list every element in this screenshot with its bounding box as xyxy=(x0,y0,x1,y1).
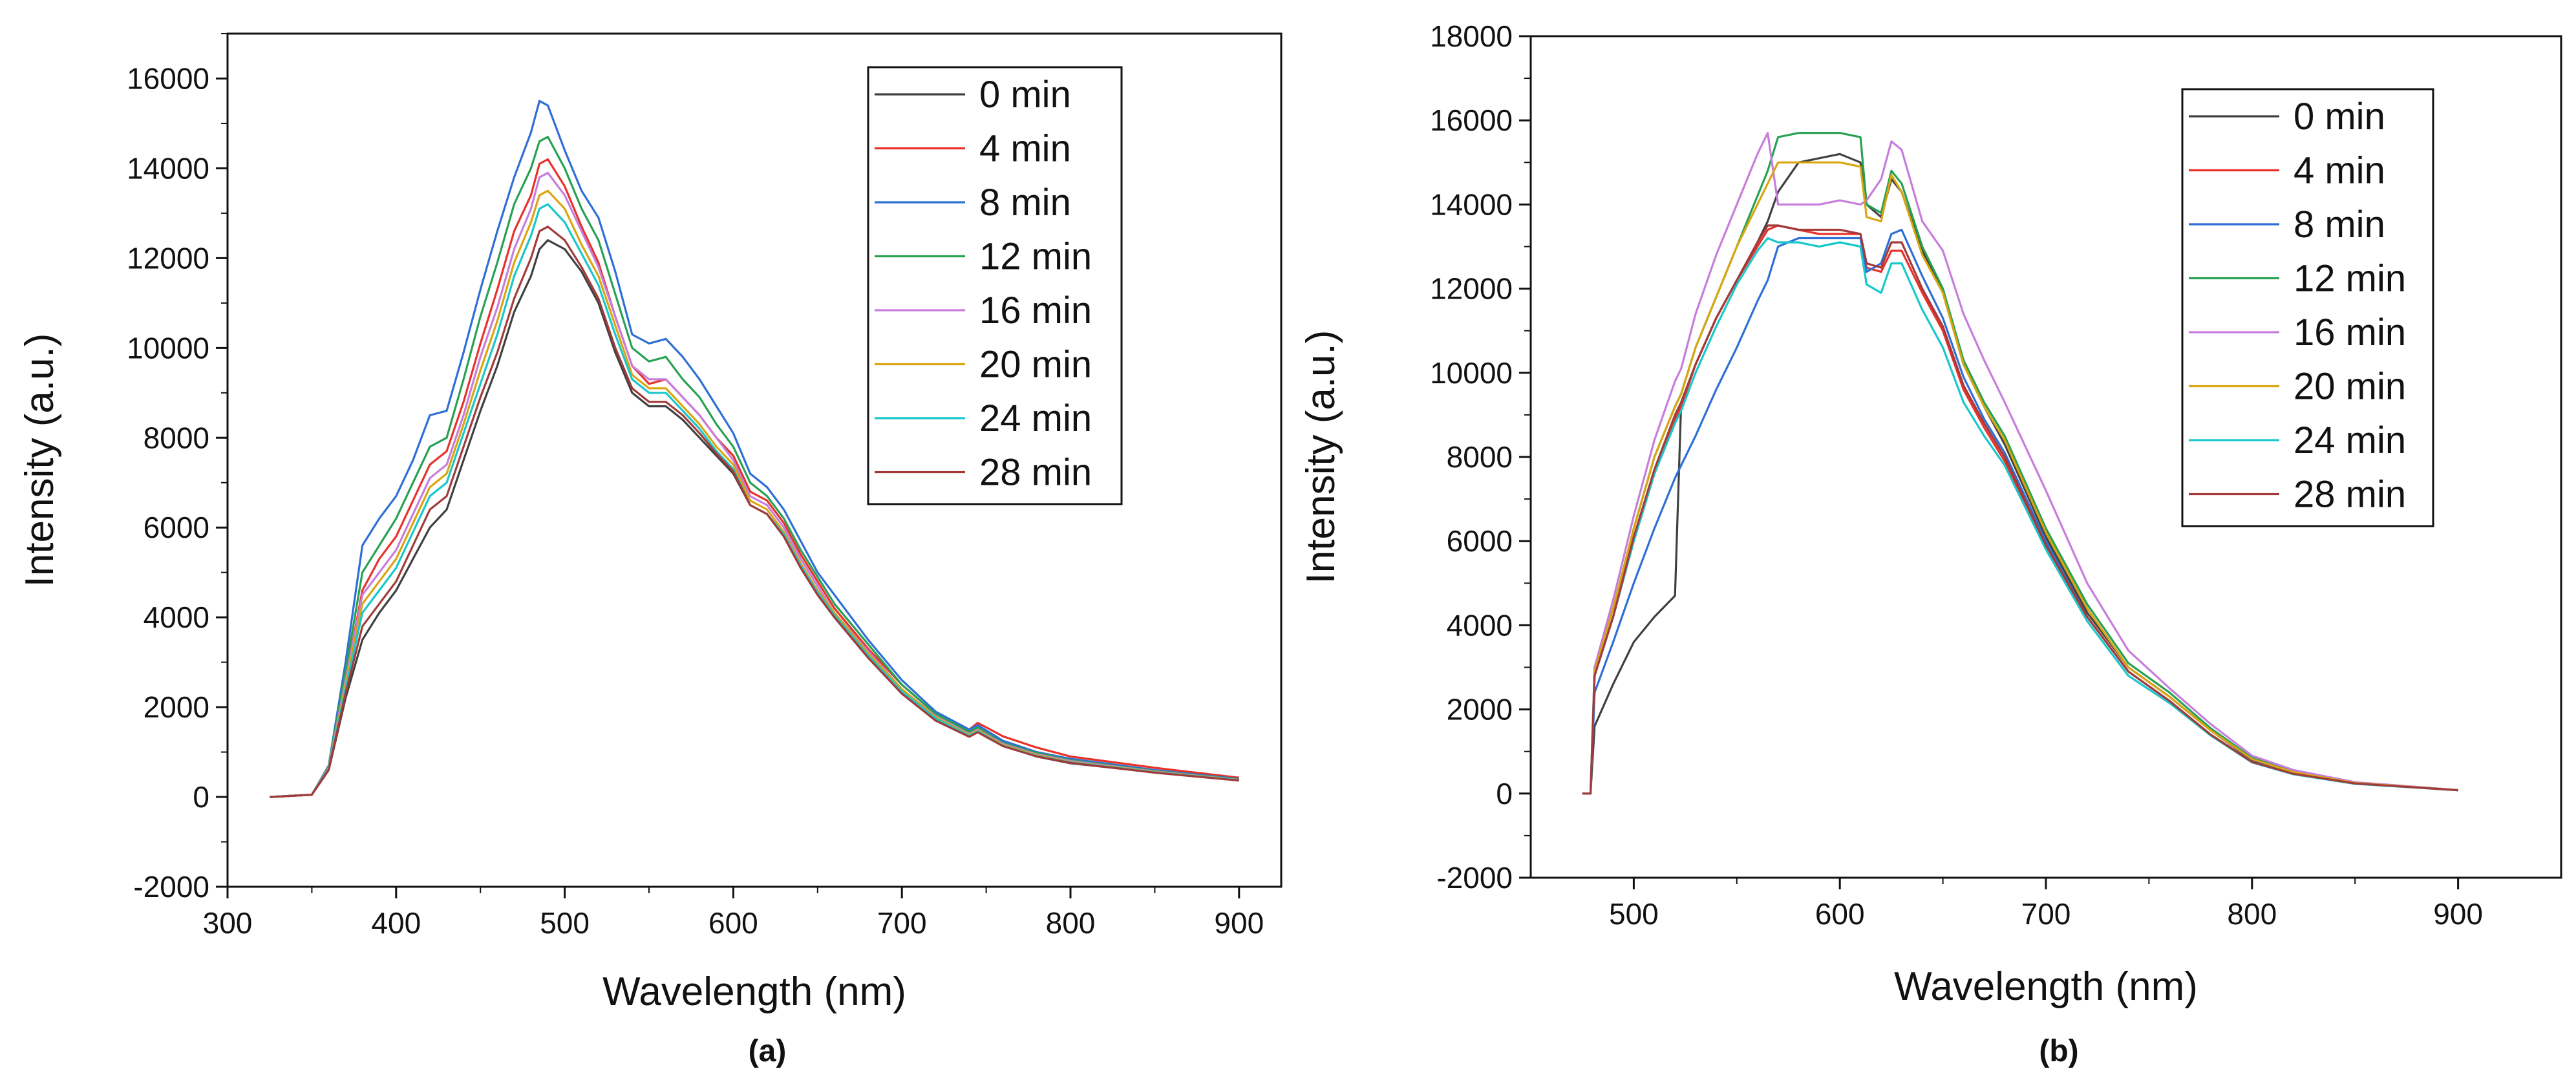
y-axis-title: Intensity (a.u.) xyxy=(17,334,62,588)
series-line-12-min xyxy=(270,136,1239,798)
legend-label: 20 min xyxy=(2294,366,2406,408)
legend-label: 8 min xyxy=(979,182,1071,224)
y-tick-label: 8000 xyxy=(144,421,209,454)
series-line-8-min xyxy=(270,100,1239,798)
x-tick-label: 900 xyxy=(2433,897,2483,931)
panel-label: (a) xyxy=(749,1034,787,1068)
x-tick-label: 600 xyxy=(1815,897,1865,931)
y-tick-label: 0 xyxy=(1496,777,1513,810)
y-tick-label: 10000 xyxy=(127,331,209,365)
y-tick-label: 2000 xyxy=(144,690,209,724)
x-tick-label: 600 xyxy=(708,906,758,940)
series-line-16-min xyxy=(1582,132,2458,795)
y-tick-label: 2000 xyxy=(1447,693,1513,726)
y-tick-label: 4000 xyxy=(1447,608,1513,642)
x-tick-label: 800 xyxy=(1046,906,1096,940)
y-tick-label: 18000 xyxy=(1430,19,1513,53)
legend-label: 4 min xyxy=(979,128,1071,170)
y-tick-label: 16000 xyxy=(127,61,209,95)
legend-label: 24 min xyxy=(2294,419,2406,461)
y-tick-label: 12000 xyxy=(127,241,209,275)
series-line-20-min xyxy=(1582,161,2458,795)
y-tick-label: 12000 xyxy=(1430,272,1513,306)
legend-label: 12 min xyxy=(2294,258,2406,300)
x-tick-label: 700 xyxy=(2021,897,2071,931)
series-line-24-min xyxy=(1582,237,2458,795)
plot-frame xyxy=(226,32,1283,888)
x-axis-title: Wavelength (nm) xyxy=(602,969,906,1014)
legend-label: 0 min xyxy=(979,74,1071,116)
chart-b: -2000 0 2000 4000 6000 8000 10000 12000 14000 160… xyxy=(1299,19,2562,1068)
series-line-28-min xyxy=(1582,224,2458,795)
series-line-28-min xyxy=(270,226,1239,798)
x-tick-label: 900 xyxy=(1214,906,1264,940)
legend-label: 28 min xyxy=(2294,474,2406,516)
y-tick-label: 14000 xyxy=(1430,187,1513,221)
chart-a: -2000 0 2000 4000 6000 8000 10000 12000 14000 160… xyxy=(17,32,1283,1068)
legend-label: 16 min xyxy=(979,290,1092,332)
x-tick-label: 700 xyxy=(877,906,927,940)
y-tick-label: 6000 xyxy=(1447,524,1513,558)
legend-label: 28 min xyxy=(979,452,1092,494)
legend: 0 min 4 min 8 min 12 min 16 min 20 min 24 min 2… xyxy=(2181,88,2434,527)
x-tick-label: 800 xyxy=(2227,897,2277,931)
legend-label: 12 min xyxy=(979,236,1092,278)
legend-label: 8 min xyxy=(2294,204,2385,246)
series-line-20-min xyxy=(270,189,1239,798)
x-tick-label: 500 xyxy=(540,906,590,940)
legend-label: 4 min xyxy=(2294,150,2385,192)
y-tick-label: 10000 xyxy=(1430,356,1513,390)
legend-label: 0 min xyxy=(2294,96,2385,138)
x-tick-label: 400 xyxy=(371,906,421,940)
panel-label: (b) xyxy=(2039,1034,2078,1068)
legend-box xyxy=(867,66,1123,505)
y-axis-title: Intensity (a.u.) xyxy=(1299,330,1343,584)
legend-label: 20 min xyxy=(979,344,1092,386)
x-tick-label: 300 xyxy=(203,906,253,940)
legend: 0 min 4 min 8 min 12 min 16 min 20 min 24 min 2… xyxy=(867,66,1123,505)
y-tick-label: 16000 xyxy=(1430,103,1513,137)
y-tick-label: -2000 xyxy=(133,870,209,904)
y-tick-label: 4000 xyxy=(144,600,209,634)
y-tick-label: -2000 xyxy=(1436,861,1513,895)
y-tick-label: 6000 xyxy=(144,511,209,544)
x-tick-label: 500 xyxy=(1609,897,1659,931)
y-tick-label: 0 xyxy=(193,780,209,814)
y-tick-label: 14000 xyxy=(127,151,209,185)
legend-label: 16 min xyxy=(2294,312,2406,354)
legend-label: 24 min xyxy=(979,397,1092,440)
series-line-24-min xyxy=(270,203,1239,798)
x-axis-title: Wavelength (nm) xyxy=(1894,964,2198,1009)
legend-box xyxy=(2181,88,2434,527)
y-tick-label: 8000 xyxy=(1447,440,1513,474)
